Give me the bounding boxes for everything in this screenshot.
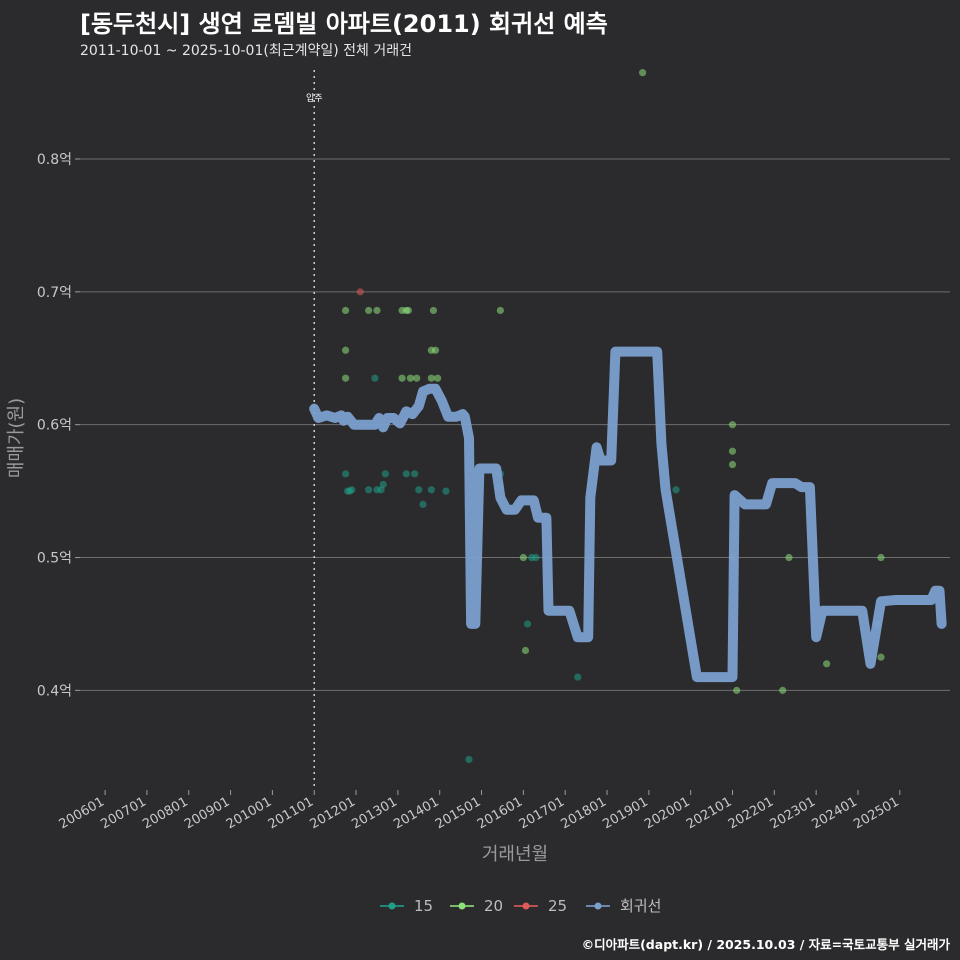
regression-line [309,346,947,683]
regression-line-path [309,346,947,683]
data-point-15 [672,486,680,494]
x-axis-title: 거래년월 [482,844,548,865]
x-tick-label: 202401 [809,794,859,832]
data-point-20 [728,447,737,455]
data-point-20 [427,374,435,382]
y-tick-label: 0.6억 [37,418,72,434]
x-tick-label: 201701 [517,794,567,832]
data-point-20 [429,306,438,315]
y-tick-label: 0.5억 [37,551,72,567]
data-point-20 [877,653,885,661]
data-point-15 [427,486,435,494]
legend-key-dot [594,902,602,910]
x-tick-label: 201901 [600,794,650,832]
x-tick-label: 201801 [559,794,609,832]
y-gridlines [75,158,950,691]
x-tick-label: 202501 [851,794,901,832]
data-point-20 [733,686,741,694]
x-tick-labels: 2006012007012008012009012010012011012012… [57,790,902,832]
data-point-20 [365,306,373,315]
data-point-15 [574,673,582,681]
data-point-15 [415,486,423,494]
data-point-15 [381,470,389,478]
x-tick-label: 201001 [224,794,274,832]
x-tick-label: 201401 [391,794,441,832]
legend-label: 20 [484,897,503,915]
data-point-15 [371,374,379,382]
data-point-20 [638,69,647,77]
move-in-label: 입주 [306,92,323,104]
x-tick-label: 200901 [182,794,232,832]
x-tick-label: 201301 [349,794,399,832]
x-tick-label: 201601 [475,794,525,832]
legend-label: 회귀선 [620,897,661,915]
y-tick-label: 0.4억 [37,683,72,699]
legend-key-dot [522,902,530,910]
data-point-15 [419,500,427,508]
data-point-20 [521,646,530,655]
legend-key-dot [388,902,396,910]
x-tick-label: 201501 [433,794,483,832]
x-tick-label: 200601 [57,794,107,832]
x-tick-label: 201201 [308,794,358,832]
data-point-15 [379,480,387,489]
data-point-15 [523,620,532,628]
y-tick-label: 0.8억 [37,152,72,168]
chart-title: [동두천시] 생연 로뎀빌 아파트(2011) 회귀선 예측 [80,10,608,38]
data-point-20 [406,374,415,382]
move-in-annotation: 입주 [306,70,323,790]
legend-label: 25 [548,897,567,915]
x-tick-label: 202101 [684,794,734,832]
x-tick-label: 202201 [726,794,776,832]
data-point-20 [823,660,831,668]
data-point-15 [365,486,373,494]
data-point-15 [348,486,356,494]
data-point-20 [373,306,381,315]
data-point-20 [342,374,350,382]
data-point-20 [342,306,350,315]
data-point-15 [411,470,419,478]
data-point-20 [728,421,737,429]
y-axis-title: 매매가(원) [6,398,27,478]
legend-label: 15 [414,897,433,915]
data-point-20 [434,374,442,382]
data-point-20 [404,306,412,315]
data-point-25 [356,288,364,296]
data-point-20 [519,553,527,562]
x-tick-label: 201101 [266,794,316,832]
y-tick-label: 0.7억 [37,285,72,301]
data-point-20 [496,306,504,315]
data-point-15 [465,755,473,764]
x-tick-label: 200801 [140,794,190,832]
data-point-20 [431,346,440,354]
x-tick-label: 202301 [768,794,818,832]
data-point-20 [785,553,793,562]
data-point-15 [402,470,410,478]
x-tick-label: 200701 [98,794,148,832]
legend-key-dot [458,902,466,910]
chart-subtitle: 2011-10-01 ~ 2025-10-01(최근계약일) 전체 거래건 [80,43,412,59]
source-credit: ©디아파트(dapt.kr) / 2025.10.03 / 자료=국토교통부 실… [581,937,950,952]
data-point-20 [342,346,350,354]
data-point-20 [728,460,737,469]
data-point-15 [442,487,450,495]
data-point-20 [779,686,787,694]
x-tick-label: 202001 [642,794,692,832]
data-point-20 [413,374,421,382]
data-point-20 [877,553,885,562]
data-point-15 [342,470,350,478]
data-point-20 [398,374,406,382]
chart-legend[interactable]: 15 20 25 회귀선 [380,897,661,915]
data-point-15 [528,553,536,562]
y-tick-labels: 0.4억 0.5억 0.6억 0.7억 0.8억 [37,152,72,699]
